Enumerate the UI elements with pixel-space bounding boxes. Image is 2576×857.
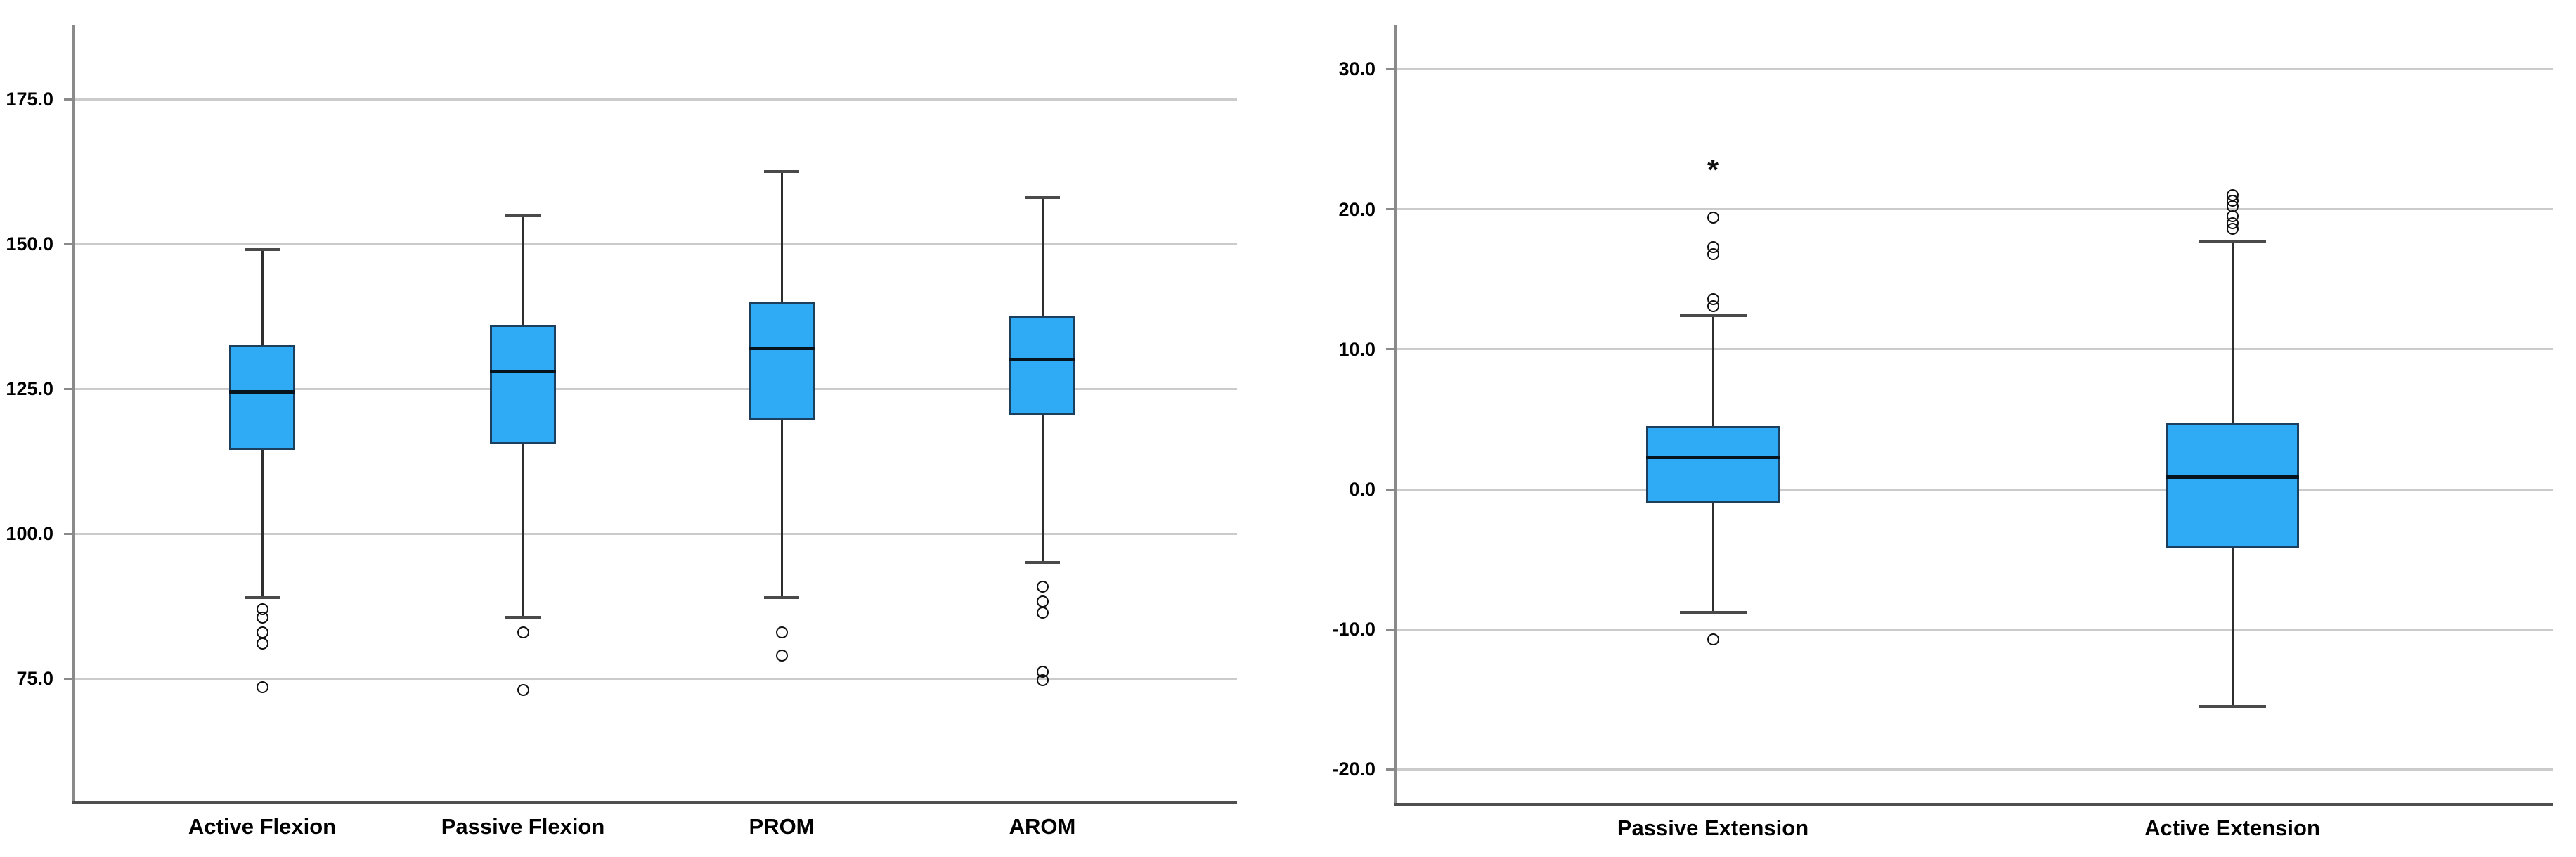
y-tick-label: 30.0: [1338, 58, 1376, 80]
category-label: Active Extension: [2144, 816, 2320, 840]
y-tick-label: 125.0: [6, 378, 53, 399]
y-axis-tick: [1386, 768, 1395, 771]
median-line: [2166, 475, 2299, 479]
y-axis-tick: [1386, 488, 1395, 491]
gridline: [1395, 67, 2553, 70]
outlier-circle: [775, 649, 788, 662]
outlier-circle: [256, 611, 268, 624]
whisker-cap-top: [2199, 240, 2266, 243]
y-tick-label: 75.0: [16, 668, 53, 689]
whisker-cap-top: [1025, 196, 1060, 200]
box: [749, 302, 815, 421]
y-axis-line: [1394, 25, 1397, 803]
gridline: [73, 387, 1237, 390]
median-line: [1009, 358, 1075, 362]
median-line: [749, 346, 815, 350]
outlier-circle: [256, 638, 268, 650]
gridline: [1395, 488, 2553, 491]
outlier-circle: [1707, 212, 1719, 224]
box: [490, 325, 556, 444]
outlier-circle: [256, 681, 268, 693]
gridline: [73, 98, 1237, 101]
median-line: [490, 369, 556, 373]
category-label: Passive Flexion: [441, 814, 605, 839]
y-tick-label: 100.0: [6, 523, 53, 544]
y-axis-tick: [64, 243, 73, 245]
y-axis-line: [72, 25, 75, 801]
outlier-circle: [1707, 247, 1719, 260]
gridline: [73, 677, 1237, 680]
outlier-circle: [517, 683, 529, 696]
whisker-cap-bottom: [245, 595, 280, 599]
x-axis-line: [72, 801, 1237, 804]
median-line: [229, 389, 295, 394]
x-axis-line: [1394, 803, 2553, 806]
y-axis-tick: [64, 98, 73, 101]
category-label: Passive Extension: [1617, 816, 1809, 840]
whisker-cap-top: [1679, 314, 1747, 317]
box: [2166, 423, 2299, 548]
outlier-circle: [1036, 674, 1049, 686]
whisker-cap-top: [245, 248, 280, 252]
y-tick-label: 175.0: [6, 89, 53, 110]
y-axis-tick: [64, 387, 73, 390]
y-tick-label: -10.0: [1332, 619, 1376, 640]
outlier-circle: [775, 626, 788, 638]
outlier-circle: [2226, 222, 2239, 235]
whisker-cap-bottom: [2199, 704, 2266, 708]
category-label: PROM: [749, 814, 815, 839]
category-label: Active Flexion: [188, 814, 337, 839]
y-axis-tick: [1386, 208, 1395, 211]
whisker-cap-bottom: [764, 595, 799, 599]
whisker-cap-top: [764, 170, 799, 173]
whisker-cap-bottom: [505, 616, 541, 619]
gridline: [1395, 208, 2553, 211]
outlier-circle: [256, 626, 268, 638]
box: [1009, 316, 1075, 415]
outlier-circle: [1036, 581, 1049, 593]
outlier-circle: [1036, 595, 1049, 607]
gridline: [1395, 348, 2553, 351]
whisker-cap-bottom: [1025, 561, 1060, 565]
y-axis-tick: [64, 532, 73, 535]
y-axis-tick: [1386, 348, 1395, 351]
outlier-circle: [1707, 633, 1719, 645]
y-tick-label: 150.0: [6, 233, 53, 254]
gridline: [1395, 768, 2553, 771]
gridline: [1395, 628, 2553, 631]
y-tick-label: 20.0: [1338, 198, 1376, 220]
gridline: [73, 243, 1237, 245]
outlier-circle: [1036, 607, 1049, 619]
outlier-circle: [1707, 299, 1719, 312]
y-tick-label: 10.0: [1338, 338, 1376, 360]
y-axis-tick: [64, 677, 73, 680]
extreme-asterisk: *: [1707, 153, 1719, 187]
category-label: AROM: [1009, 814, 1076, 839]
whisker-cap-top: [505, 213, 541, 217]
outlier-circle: [517, 626, 529, 638]
y-tick-label: -20.0: [1332, 759, 1376, 780]
y-axis-tick: [1386, 628, 1395, 631]
box: [1646, 426, 1780, 503]
gridline: [73, 532, 1237, 535]
y-axis-tick: [1386, 67, 1395, 70]
box: [229, 345, 295, 450]
y-tick-label: 0.0: [1349, 479, 1376, 500]
whisker-cap-bottom: [1679, 611, 1747, 614]
median-line: [1646, 455, 1780, 459]
